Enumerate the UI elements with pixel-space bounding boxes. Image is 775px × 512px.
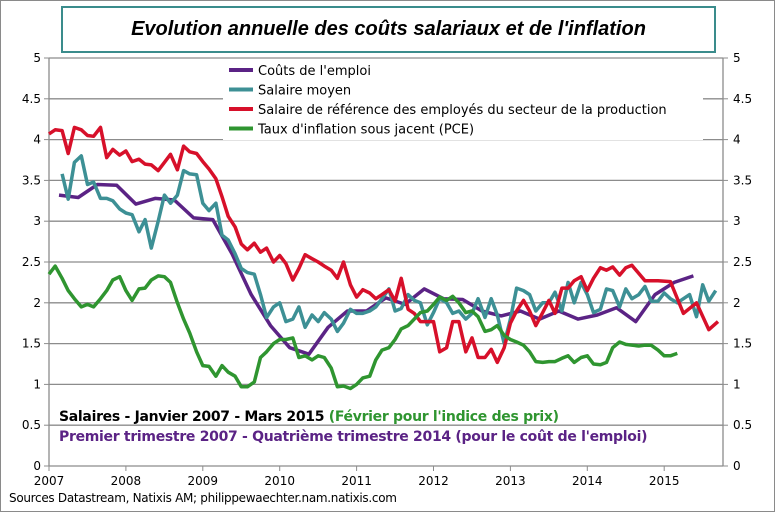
y-tick-label-right: 2.5 [733, 255, 752, 269]
legend-background [223, 60, 703, 140]
legend-label: Taux d'inflation sous jacent (PCE) [257, 123, 474, 138]
y-tick-label-left: 1 [33, 377, 41, 391]
x-tick-label: 2009 [188, 474, 219, 488]
series-line-2 [48, 125, 720, 365]
y-tick-label-left: 4 [33, 133, 41, 147]
y-tick-label-left: 3.5 [22, 173, 41, 187]
series-line-1 [60, 154, 718, 346]
y-tick-label-right: 4.5 [733, 92, 752, 106]
annotation-salaires: Salaires - Janvier 2007 - Mars 2015 [59, 409, 325, 425]
y-tick-label-left: 4.5 [22, 92, 41, 106]
y-tick-label-left: 0 [33, 459, 41, 473]
x-tick-label: 2013 [495, 474, 526, 488]
x-tick-label: 2010 [264, 474, 295, 488]
y-tick-label-right: 5 [733, 51, 741, 65]
x-tick-label: 2008 [111, 474, 142, 488]
y-tick-label-left: 5 [33, 51, 41, 65]
x-tick-label: 2014 [572, 474, 603, 488]
y-tick-label-right: 1.5 [733, 337, 752, 351]
y-tick-label-left: 2.5 [22, 255, 41, 269]
y-tick-label-left: 0.5 [22, 418, 41, 432]
chart-title: Evolution annuelle des coûts salariaux e… [131, 18, 646, 40]
y-tick-label-left: 3 [33, 214, 41, 228]
x-tick-label: 2015 [649, 474, 680, 488]
legend-label: Coûts de l'emploi [258, 64, 371, 79]
y-tick-label-left: 1.5 [22, 337, 41, 351]
y-tick-label-right: 0 [733, 459, 741, 473]
annotation-prix: (Février pour l'indice des prix) [328, 409, 559, 425]
series-line-3 [47, 264, 678, 391]
legend-label: Salaire de référence des employés du sec… [258, 103, 667, 118]
y-tick-label-right: 3.5 [733, 173, 752, 187]
source-note: Sources Datastream, Natixis AM; philippe… [9, 491, 397, 505]
y-tick-label-right: 4 [733, 133, 741, 147]
y-tick-label-right: 2 [733, 296, 741, 310]
y-tick-label-right: 1 [733, 377, 741, 391]
x-tick-label: 2011 [341, 474, 372, 488]
y-tick-label-right: 0.5 [733, 418, 752, 432]
legend-label: Salaire moyen [258, 84, 351, 99]
y-tick-label-left: 2 [33, 296, 41, 310]
annotation-line-2: Premier trimestre 2007 - Quatrième trime… [59, 429, 648, 445]
x-tick-label: 2007 [34, 474, 65, 488]
x-tick-label: 2012 [418, 474, 449, 488]
annotation-line-1: Salaires - Janvier 2007 - Mars 2015 (Fév… [59, 409, 559, 425]
y-tick-label-right: 3 [733, 214, 741, 228]
chart-title-box: Evolution annuelle des coûts salariaux e… [61, 6, 716, 53]
